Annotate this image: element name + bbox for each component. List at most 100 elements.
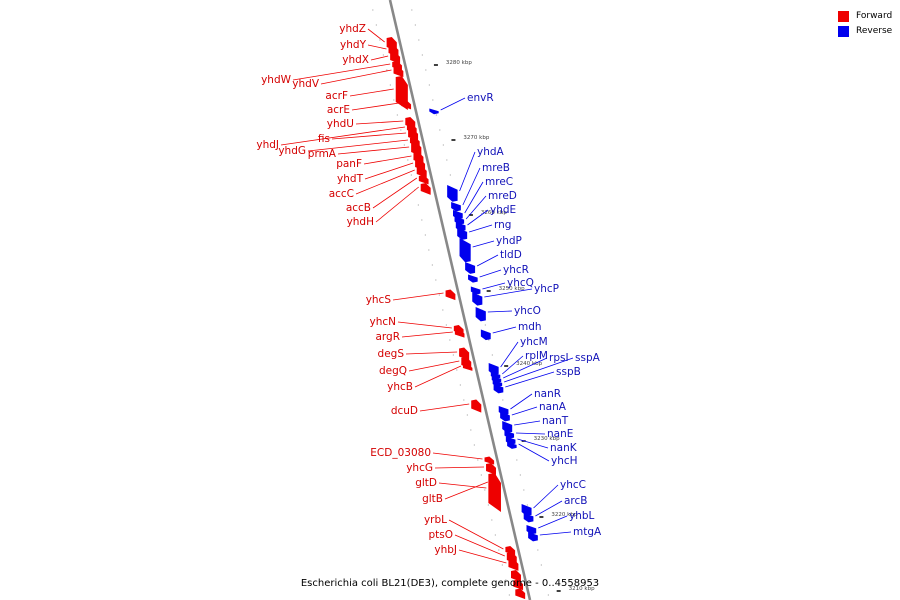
reverse-leader-line <box>535 500 563 517</box>
reverse-leader-line <box>459 151 476 192</box>
kbp-tick-label: 3270 kbp <box>463 135 489 141</box>
reverse-gene-label: yhcM <box>520 336 548 348</box>
genome-caption: Escherichia coli BL21(DE3), complete gen… <box>300 578 600 589</box>
leader-lines <box>280 28 574 564</box>
forward-leader-line <box>280 126 405 146</box>
forward-gene-label: yhdG <box>278 145 306 157</box>
legend: Forward Reverse <box>838 9 892 39</box>
reverse-leader-line <box>467 209 489 226</box>
kbp-tick-label: 3260 kbp <box>481 210 507 216</box>
forward-gene-feature <box>489 479 500 488</box>
forward-gene-label: yhdZ <box>339 23 366 35</box>
reverse-leader-line <box>538 515 568 529</box>
reverse-gene-label: nanR <box>534 388 561 400</box>
forward-gene-label: acrE <box>327 104 350 116</box>
reverse-leader-line <box>504 357 574 383</box>
reverse-leader-line <box>464 181 484 214</box>
forward-swatch <box>838 11 849 22</box>
forward-gene-label: degQ <box>379 365 407 377</box>
legend-forward: Forward <box>838 9 892 24</box>
forward-leader-line <box>370 55 389 61</box>
reverse-gene-label: yhcC <box>560 479 586 491</box>
forward-gene-feature <box>416 166 427 178</box>
forward-gene-feature <box>462 364 473 371</box>
forward-gene-label: yhdX <box>342 54 369 66</box>
forward-leader-line <box>438 482 487 489</box>
forward-gene-feature <box>418 175 429 185</box>
forward-leader-line <box>408 360 460 372</box>
reverse-leader-line <box>476 254 499 267</box>
forward-leader-line <box>432 452 483 460</box>
forward-leader-line <box>292 63 391 81</box>
reverse-gene-label: tldD <box>500 249 522 261</box>
forward-leader-line <box>372 177 418 209</box>
forward-leader-line <box>419 403 470 412</box>
reverse-leader-line <box>472 240 495 248</box>
forward-gene-label: prmA <box>308 148 337 160</box>
forward-gene-feature <box>486 463 496 475</box>
reverse-gene-feature <box>488 363 499 375</box>
reverse-gene-label: mreB <box>482 162 510 174</box>
reverse-leader-line <box>539 531 572 536</box>
forward-gene-feature <box>508 559 519 571</box>
reverse-gene-feature <box>447 185 458 202</box>
reverse-leader-line <box>465 195 487 220</box>
reverse-gene-label: rplM <box>525 350 548 362</box>
reverse-leader-line <box>462 167 481 206</box>
forward-gene-label: ECD_03080 <box>370 447 431 459</box>
forward-gene-label: yhdV <box>292 78 320 90</box>
forward-leader-line <box>363 155 412 165</box>
forward-gene-label: acrF <box>325 90 348 102</box>
forward-gene-label: gltB <box>422 493 443 505</box>
reverse-leader-line <box>487 310 513 313</box>
forward-gene-label: dcuD <box>391 405 418 417</box>
reverse-leader-line <box>500 341 519 368</box>
forward-gene-label: yhbJ <box>434 544 457 556</box>
reverse-leader-line <box>505 371 555 388</box>
forward-gene-label: panF <box>336 158 362 170</box>
reverse-gene-feature <box>507 442 517 449</box>
forward-leader-line <box>392 292 444 301</box>
reverse-gene-feature <box>468 274 478 283</box>
legend-reverse-label: Reverse <box>856 26 893 36</box>
kbp-ticks: 3280 kbp 3270 kbp 3260 kbp 3250 kbp 3240 kbp… <box>372 9 595 596</box>
forward-gene-label: argR <box>375 331 400 343</box>
reverse-gene-label: nanT <box>542 415 569 427</box>
reverse-gene-label: arcB <box>564 495 588 507</box>
reverse-gene-label: sspB <box>556 366 581 378</box>
forward-gene-feature <box>513 579 524 591</box>
gene-features <box>386 37 538 600</box>
reverse-gene-feature <box>457 228 468 240</box>
forward-leader-line <box>414 365 462 388</box>
reverse-swatch <box>838 26 849 37</box>
reverse-leader-line <box>514 420 541 426</box>
kbp-tick-label: 3240 kbp <box>516 361 542 367</box>
reverse-leader-line <box>484 288 533 298</box>
forward-leader-line <box>405 351 458 355</box>
forward-gene-label: yhcN <box>370 316 397 328</box>
reverse-gene-feature <box>470 286 481 295</box>
reverse-leader-line <box>516 432 546 435</box>
forward-gene-feature <box>401 100 412 110</box>
forward-gene-label: yhdU <box>327 118 354 130</box>
reverse-leader-line <box>518 443 550 462</box>
forward-leader-line <box>355 169 415 195</box>
reverse-gene-feature <box>480 329 491 341</box>
forward-gene-feature <box>511 570 521 582</box>
reverse-gene-feature <box>502 421 513 433</box>
forward-gene-label: yhdY <box>340 39 367 51</box>
forward-gene-feature <box>390 52 401 64</box>
reverse-gene-label: nanE <box>547 428 573 440</box>
kbp-tick-label: 3250 kbp <box>499 286 525 292</box>
reverse-gene-feature <box>504 430 515 439</box>
reverse-leader-line <box>469 224 493 233</box>
reverse-gene-feature <box>500 412 510 422</box>
forward-leader-line <box>355 120 404 125</box>
reverse-leader-line <box>482 282 506 290</box>
reverse-gene-feature <box>429 108 439 115</box>
reverse-gene-feature <box>472 292 483 306</box>
reverse-leader-line <box>503 357 548 379</box>
reverse-gene-feature <box>523 513 534 523</box>
reverse-gene-feature <box>465 262 476 274</box>
